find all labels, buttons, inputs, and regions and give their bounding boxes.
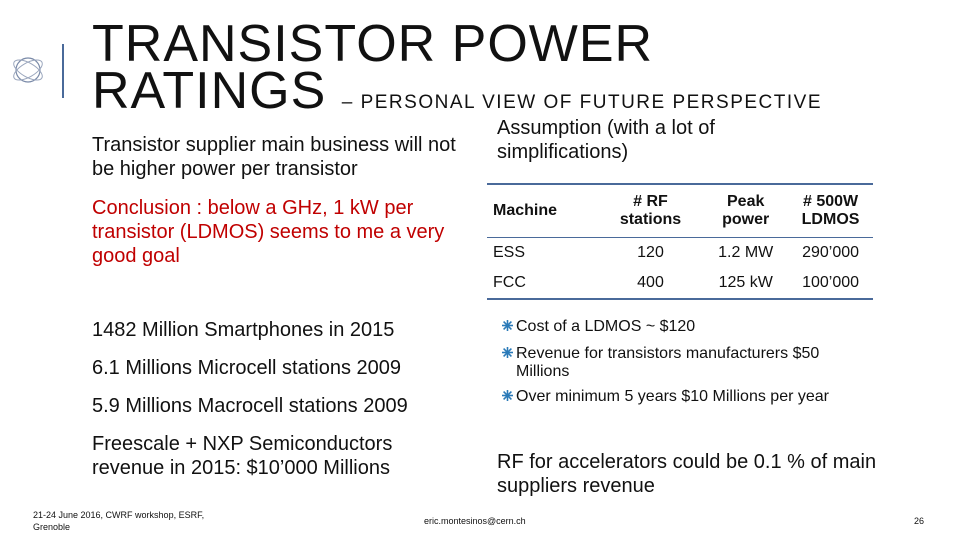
table-header: Machine # RF stations Peak power # 500W …: [487, 184, 873, 238]
footer-email: eric.montesinos@cern.ch: [424, 516, 526, 526]
fact: 5.9 Millions Macrocell stations 2009: [92, 395, 408, 417]
cell: 290’000: [802, 244, 860, 261]
table-row: FCC 400 125 kW 100’000: [487, 268, 873, 299]
conclusion-text: Conclusion : below a GHz, 1 kW per trans…: [92, 197, 445, 267]
page-number: 26: [914, 516, 925, 526]
title-text: RATINGS: [92, 62, 327, 120]
header-cell: Machine: [493, 202, 558, 219]
fact: 1482 Million Smartphones in 2015: [92, 319, 395, 341]
bullet: Revenue for transistors manufacturers $5…: [502, 345, 882, 381]
cell: ESS: [493, 244, 526, 261]
fact: Freescale + NXP Semiconductors revenue i…: [92, 433, 393, 479]
bullet-text: Revenue for transistors manufacturers $5…: [516, 345, 820, 380]
intro-text: Transistor supplier main business will n…: [92, 134, 456, 180]
header-cell: Peak power: [722, 193, 770, 228]
cell: FCC: [493, 274, 526, 291]
header-cell: # 500W LDMOS: [801, 193, 860, 228]
cell: 125 kW: [718, 274, 773, 291]
assumption-text: Assumption (with a lot of simplification…: [497, 117, 715, 163]
bullet: Cost of a LDMOS ~ $120: [502, 318, 882, 336]
footer-event: 21-24 June 2016, CWRF workshop, ESRF, Gr…: [33, 510, 205, 532]
table-row: ESS 120 1.2 MW 290’000: [487, 238, 873, 269]
header-cell: # RF stations: [619, 193, 682, 228]
bullet: Over minimum 5 years $10 Millions per ye…: [502, 388, 882, 406]
data-table: Machine # RF stations Peak power # 500W …: [487, 183, 873, 300]
title-line: RATINGS – PERSONAL VIEW OF FUTURE PERSPE…: [92, 65, 822, 127]
cell: 1.2 MW: [718, 244, 774, 261]
subtitle: – PERSONAL VIEW OF FUTURE PERSPECTIVE: [341, 92, 822, 113]
bullet-text: Cost of a LDMOS ~ $120: [516, 318, 696, 335]
cell: 400: [637, 274, 664, 291]
fact: 6.1 Millions Microcell stations 2009: [92, 357, 402, 379]
rf-conclusion: RF for accelerators could be 0.1 % of ma…: [497, 451, 877, 497]
title-line: TRANSISTOR POWER: [92, 15, 654, 73]
bullet-text: Over minimum 5 years $10 Millions per ye…: [516, 388, 829, 405]
cell: 120: [637, 244, 664, 261]
cern-logo: [13, 44, 64, 98]
cell: 100’000: [802, 274, 860, 291]
